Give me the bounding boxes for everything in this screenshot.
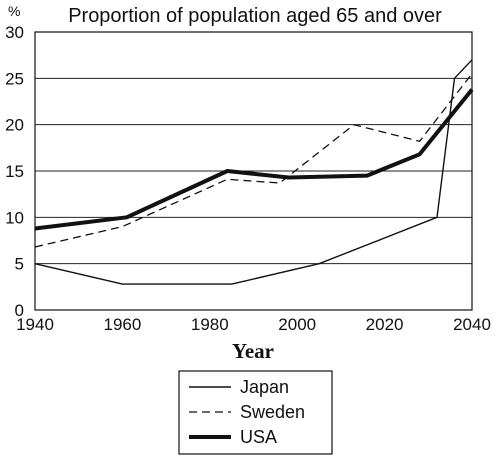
axes <box>34 31 473 311</box>
y-tick-label: 30 <box>5 23 24 42</box>
x-axis-label: Year <box>232 339 274 363</box>
series-line-sweden <box>34 73 473 248</box>
x-tick-label: 1940 <box>16 315 54 334</box>
chart-title: Proportion of population aged 65 and ove… <box>68 5 442 27</box>
series-line-usa <box>34 88 474 231</box>
y-tick-label: 20 <box>5 116 24 135</box>
tick-labels: 0 5 10 15 20 25 30 1940 1960 1980 2000 2020 2040 <box>5 23 491 334</box>
legend-label-usa: USA <box>240 427 277 447</box>
y-axis-label: % <box>8 3 20 19</box>
x-tick-label: 1980 <box>191 315 229 334</box>
series-lines <box>34 59 474 285</box>
series-line-japan <box>34 59 473 285</box>
y-tick-label: 5 <box>15 255 24 274</box>
x-tick-label: 2040 <box>453 315 491 334</box>
legend: Japan Sweden USA <box>178 370 333 455</box>
legend-label-japan: Japan <box>240 377 289 397</box>
x-tick-label: 2020 <box>366 315 404 334</box>
x-tick-label: 1960 <box>103 315 141 334</box>
y-tick-label: 25 <box>5 69 24 88</box>
x-tick-label: 2000 <box>278 315 316 334</box>
y-tick-label: 10 <box>5 208 24 227</box>
gridlines <box>35 77 472 265</box>
legend-label-sweden: Sweden <box>240 402 305 422</box>
y-tick-label: 0 <box>15 301 24 320</box>
plot-frame <box>34 31 473 311</box>
y-tick-label: 15 <box>5 162 24 181</box>
